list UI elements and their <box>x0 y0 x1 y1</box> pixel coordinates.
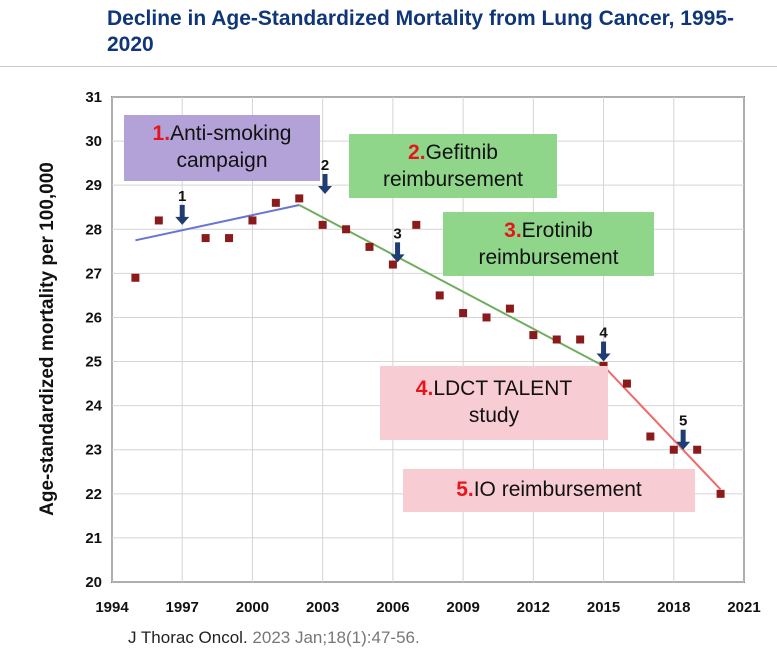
annotation-line1: Erotinib <box>521 219 593 242</box>
annotation-ldct-talent: 4.LDCT TALENT study <box>380 366 608 440</box>
data-point <box>505 304 514 313</box>
event-marker-1: 1 <box>175 188 190 225</box>
trend-line-trend1 <box>135 204 300 242</box>
y-tick-label: 25 <box>85 354 102 371</box>
chart-title: Decline in Age-Standardized Mortality fr… <box>107 7 735 56</box>
y-tick-labels: 20 21 22 23 24 25 26 27 28 29 30 31 <box>85 89 102 591</box>
annotation-line1: IO reimbursement <box>473 478 642 501</box>
citation: J Thorac Oncol. 2023 Jan;18(1):47-56. <box>128 628 420 648</box>
data-point <box>716 489 725 498</box>
data-point <box>225 234 234 243</box>
data-point <box>693 445 702 454</box>
data-point <box>131 273 140 282</box>
x-tick-label: 2009 <box>446 599 479 616</box>
x-tick-label: 1994 <box>95 599 129 616</box>
data-point <box>599 361 608 370</box>
data-point <box>154 216 163 225</box>
x-tick-label: 2021 <box>727 599 760 616</box>
y-tick-label: 23 <box>85 442 102 459</box>
arrow-head-icon <box>175 216 190 225</box>
arrow-head-icon <box>596 353 611 362</box>
annotation-line2: campaign <box>176 149 268 172</box>
event-marker-2: 2 <box>318 157 333 194</box>
y-tick-label: 24 <box>85 398 102 415</box>
title-divider <box>0 66 777 67</box>
citation-journal: J Thorac Oncol. <box>128 628 248 647</box>
arrow-head-icon <box>318 186 333 194</box>
annotation-line2: reimbursement <box>478 246 619 269</box>
annotation-number: 1. <box>152 122 171 145</box>
annotation-line1: Gefitnib <box>425 141 498 164</box>
y-tick-label: 26 <box>85 309 102 326</box>
citation-details: 2023 Jan;18(1):47-56. <box>252 628 420 647</box>
event-marker-label: 4 <box>599 325 608 342</box>
data-point <box>622 379 631 388</box>
x-tick-label: 2000 <box>236 599 269 616</box>
annotation-gefitinib: 2.Gefitnib reimbursement <box>349 134 557 198</box>
data-points <box>131 194 725 498</box>
y-tick-label: 30 <box>85 133 102 150</box>
data-point <box>295 194 304 203</box>
data-point <box>459 309 468 318</box>
annotation-erotinib: 3.Erotinib reimbursement <box>443 212 654 276</box>
x-tick-label: 2018 <box>657 599 690 616</box>
data-point <box>576 335 585 344</box>
event-marker-4: 4 <box>596 325 611 362</box>
event-marker-label: 3 <box>393 225 401 242</box>
data-point <box>248 216 257 225</box>
data-point <box>318 220 327 229</box>
x-tick-labels: 1994 1997 2000 2003 2006 2009 2012 2015 2018 2021 <box>95 599 760 616</box>
data-point <box>552 335 561 344</box>
data-point <box>201 234 210 243</box>
data-point <box>388 260 397 269</box>
annotation-io: 5.IO reimbursement <box>403 469 695 512</box>
event-marker-label: 1 <box>178 188 186 205</box>
y-axis-label: Age-standardized mortality per 100,000 <box>37 162 58 516</box>
annotation-line2: study <box>468 404 520 427</box>
annotation-line1: LDCT TALENT <box>433 377 573 400</box>
x-tick-label: 2015 <box>587 599 620 616</box>
event-marker-5: 5 <box>676 413 691 450</box>
event-marker-label: 2 <box>321 157 329 174</box>
data-point <box>412 220 421 229</box>
annotation-line2: reimbursement <box>382 168 524 191</box>
annotation-number: 5. <box>456 478 474 501</box>
annotation-number: 4. <box>415 377 434 400</box>
event-markers: 1 2 3 4 5 <box>175 157 691 450</box>
y-tick-label: 28 <box>85 221 102 238</box>
data-point <box>342 225 351 234</box>
data-point <box>669 445 678 454</box>
data-point <box>646 432 655 441</box>
x-tick-label: 1997 <box>166 599 199 616</box>
data-point <box>435 291 444 300</box>
y-tick-label: 22 <box>85 486 102 503</box>
y-tick-label: 27 <box>85 265 102 282</box>
arrow-head-icon <box>390 254 405 263</box>
data-point <box>482 313 491 322</box>
y-tick-label: 21 <box>85 530 102 547</box>
data-point <box>365 242 374 251</box>
x-tick-label: 2006 <box>376 599 409 616</box>
event-marker-3: 3 <box>390 225 405 263</box>
x-tick-label: 2003 <box>306 599 339 616</box>
arrow-head-icon <box>676 441 691 450</box>
y-tick-label: 20 <box>85 574 102 591</box>
x-tick-label: 2012 <box>517 599 550 616</box>
annotation-anti-smoking: 1.Anti-smoking campaign <box>124 115 320 181</box>
data-point <box>529 331 538 340</box>
event-marker-label: 5 <box>679 413 687 430</box>
y-tick-label: 29 <box>85 177 102 194</box>
annotation-line1: Anti-smoking <box>170 122 292 145</box>
annotation-number: 3. <box>504 219 522 242</box>
data-point <box>271 198 280 207</box>
annotation-number: 2. <box>408 141 426 164</box>
y-tick-label: 31 <box>85 89 102 106</box>
